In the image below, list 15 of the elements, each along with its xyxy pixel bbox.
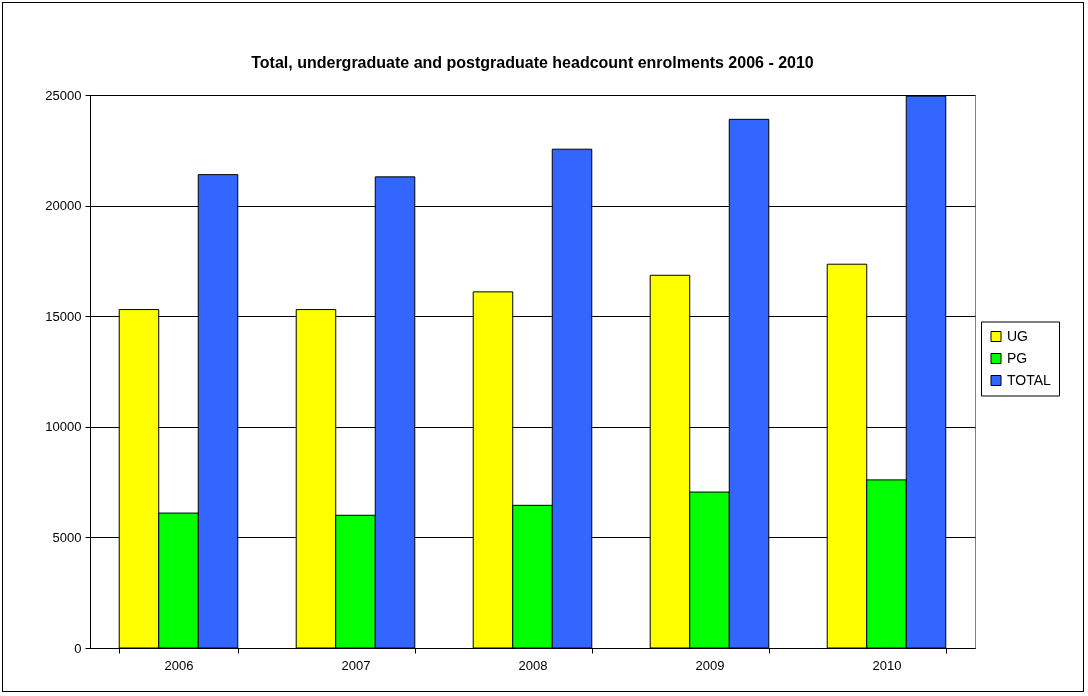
y-tick-label: 15000 — [45, 308, 82, 324]
x-tick-label: 2008 — [518, 657, 548, 673]
legend-label: TOTAL — [1007, 371, 1052, 388]
x-tick-label: 2007 — [341, 657, 371, 673]
x-tick-label: 2009 — [695, 657, 725, 673]
y-tick-label: 0 — [74, 640, 82, 656]
legend-label: PG — [1007, 349, 1028, 366]
chart-title: Total, undergraduate and postgraduate headcount enrolments 2006 - 2010 — [251, 54, 814, 71]
x-tick-label: 2006 — [164, 657, 194, 673]
y-tick-label: 25000 — [45, 87, 82, 103]
legend-label: UG — [1007, 327, 1028, 344]
y-tick-label: 5000 — [52, 529, 82, 545]
x-tick-label: 2010 — [872, 657, 902, 673]
y-tick-label: 20000 — [45, 198, 82, 214]
y-tick-label: 10000 — [45, 419, 82, 435]
